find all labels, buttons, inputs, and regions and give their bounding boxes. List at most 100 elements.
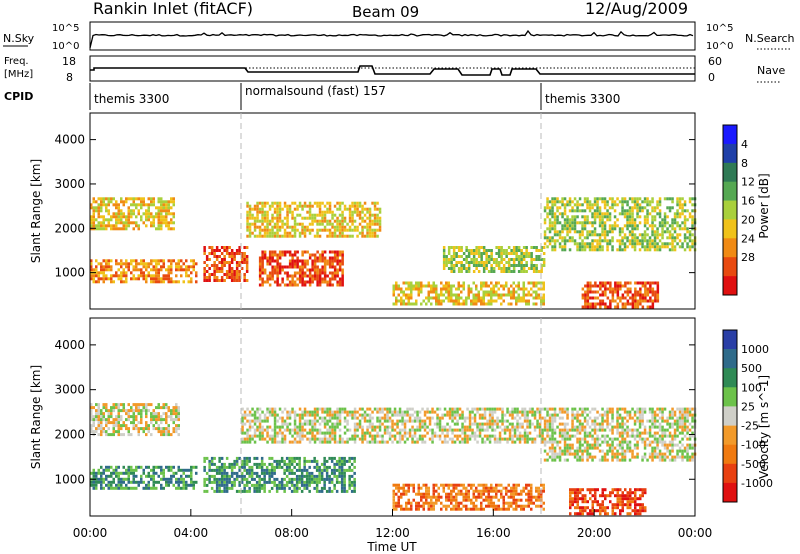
heatmap-cell	[495, 281, 498, 285]
heatmap-cell	[636, 299, 640, 303]
heatmap-cell	[328, 280, 332, 284]
heatmap-cell	[215, 468, 219, 472]
heatmap-cell	[436, 407, 439, 411]
heatmap-cell	[253, 228, 257, 232]
heatmap-cell	[238, 270, 241, 273]
heatmap-cell	[288, 204, 292, 208]
freq-label-line2: [MHz]	[4, 69, 33, 80]
heatmap-cell	[591, 212, 594, 216]
heatmap-cell	[551, 239, 554, 243]
heatmap-cell	[238, 456, 241, 460]
heatmap-cell	[497, 483, 500, 487]
heatmap-cell	[551, 203, 554, 207]
heatmap-cell	[541, 437, 544, 441]
heatmap-cell	[616, 290, 620, 294]
heatmap-cell	[92, 274, 95, 278]
heatmap-cell	[613, 224, 617, 228]
heatmap-cell	[150, 268, 153, 272]
heatmap-cell	[316, 413, 319, 417]
heatmap-cell	[520, 504, 523, 508]
heatmap-cell	[503, 413, 507, 417]
heatmap-cell	[100, 197, 103, 201]
heatmap-cell	[368, 422, 372, 426]
heatmap-cell	[488, 416, 492, 420]
heatmap-cell	[177, 427, 180, 431]
heatmap-cell	[260, 483, 264, 487]
heatmap-cell	[325, 477, 329, 481]
heatmap-cell	[611, 239, 614, 243]
heatmap-cell	[488, 434, 492, 438]
heatmap-cell	[162, 215, 165, 219]
heatmap-cell	[604, 284, 607, 288]
heatmap-cell	[256, 419, 259, 423]
heatmap-cell	[105, 274, 108, 278]
heatmap-cell	[601, 212, 604, 216]
heatmap-cell	[95, 274, 98, 278]
heatmap-cell	[601, 224, 604, 228]
heatmap-cell	[353, 477, 356, 481]
heatmap-cell	[326, 410, 329, 414]
heatmap-cell	[528, 437, 532, 441]
heatmap-cell	[561, 215, 564, 219]
heatmap-cell	[223, 279, 226, 282]
heatmap-cell	[656, 284, 660, 288]
heatmap-cell	[480, 495, 483, 499]
heatmap-cell	[246, 225, 249, 229]
heatmap-cell	[293, 265, 297, 269]
heatmap-cell	[353, 225, 357, 229]
heatmap-cell	[397, 293, 400, 297]
heatmap-cell	[462, 492, 465, 496]
heatmap-cell	[648, 224, 652, 228]
noise-trace	[89, 29, 694, 49]
heatmap-cell	[648, 203, 652, 207]
heatmap-cell	[609, 302, 612, 306]
heatmap-cell	[656, 245, 659, 249]
heatmap-cell	[536, 425, 539, 429]
heatmap-cell	[653, 248, 657, 252]
heatmap-cell	[253, 222, 257, 226]
heatmap-cell	[195, 274, 198, 278]
heatmap-cell	[313, 486, 316, 490]
heatmap-cell	[278, 228, 282, 232]
heatmap-cell	[160, 212, 163, 216]
heatmap-cell	[338, 277, 342, 281]
heatmap-cell	[235, 471, 239, 475]
heatmap-cell	[512, 293, 515, 297]
heatmap-cell	[477, 507, 480, 511]
heatmap-cell	[318, 431, 322, 435]
heatmap-cell	[137, 274, 140, 278]
heatmap-cell	[147, 480, 150, 484]
heatmap-cell	[112, 215, 115, 219]
heatmap-cell	[641, 239, 644, 243]
heatmap-cell	[353, 471, 356, 475]
heatmap-cell	[248, 465, 251, 469]
heatmap-cell	[425, 501, 428, 505]
heatmap-cell	[497, 498, 500, 502]
heatmap-cell	[457, 489, 460, 493]
heatmap-cell	[157, 403, 160, 407]
heatmap-cell	[442, 284, 445, 288]
heatmap-cell	[457, 492, 460, 496]
heatmap-cell	[403, 431, 407, 435]
heatmap-cell	[333, 204, 337, 208]
heatmap-cell	[663, 215, 667, 219]
heatmap-cell	[658, 200, 662, 204]
heatmap-cell	[536, 434, 539, 438]
heatmap-cell	[368, 213, 372, 217]
heatmap-cell	[644, 284, 647, 288]
heatmap-cell	[538, 422, 542, 426]
heatmap-cell	[291, 216, 294, 220]
heatmap-cell	[241, 431, 244, 435]
heatmap-cell	[366, 428, 369, 432]
heatmap-cell	[100, 277, 103, 281]
heatmap-cell	[243, 246, 246, 249]
heatmap-cell	[100, 209, 103, 213]
heatmap-cell	[268, 477, 271, 481]
heatmap-cell	[155, 471, 158, 475]
heatmap-cell	[261, 259, 264, 263]
heatmap-cell	[140, 409, 143, 413]
heatmap-cell	[601, 299, 605, 303]
heatmap-cell	[517, 293, 520, 297]
heatmap-cell	[290, 471, 294, 475]
heatmap-cell	[512, 249, 516, 252]
